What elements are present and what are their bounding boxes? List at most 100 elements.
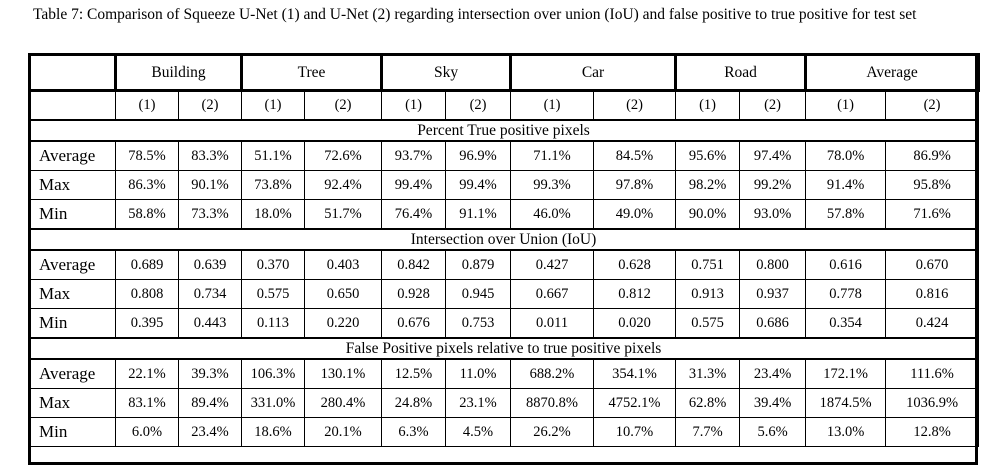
- table-row: Max 86.3% 90.1% 73.8% 92.4% 99.4% 99.4% 99.3% 97…: [28, 170, 980, 200]
- table-cell: 96.9%: [445, 140, 512, 171]
- table-cell: 7.7%: [675, 417, 741, 447]
- table-cell: 0.689: [115, 249, 179, 280]
- model-header: (2): [445, 90, 512, 121]
- table-cell: 99.2%: [739, 170, 807, 200]
- section-header-row: False Positive pixels relative to true p…: [27, 337, 980, 360]
- table-cell: 0.628: [593, 249, 677, 280]
- table-cell: 57.8%: [805, 199, 887, 230]
- table-cell: 91.4%: [805, 170, 887, 200]
- table-cell: 0.395: [115, 308, 179, 339]
- table-cell: 331.0%: [241, 388, 306, 418]
- table-cell: 688.2%: [510, 358, 595, 389]
- table-cell: 91.1%: [445, 199, 512, 230]
- table-cell: 95.8%: [885, 170, 980, 200]
- table-row: Max 0.808 0.734 0.575 0.650 0.928 0.945 0.667 0.…: [28, 279, 980, 309]
- table-cell: 51.1%: [241, 140, 306, 171]
- model-header: (1): [675, 90, 741, 121]
- corner-cell: [28, 90, 116, 121]
- table-cell: 6.0%: [115, 417, 179, 447]
- model-header: (1): [510, 90, 595, 121]
- table-cell: 0.424: [885, 308, 980, 339]
- table-cell: 12.5%: [381, 358, 447, 389]
- table-cell: 280.4%: [304, 388, 383, 418]
- model-header: (2): [739, 90, 807, 121]
- table-cell: 0.913: [675, 279, 741, 309]
- model-header: (1): [115, 90, 179, 121]
- table-cell: 99.3%: [510, 170, 595, 200]
- row-label: Min: [28, 199, 116, 230]
- row-label: Max: [28, 388, 116, 418]
- table-cell: 23.1%: [445, 388, 512, 418]
- table-cell: 73.8%: [241, 170, 306, 200]
- table-row: Average 0.689 0.639 0.370 0.403 0.842 0.879 0.4…: [28, 249, 980, 280]
- table-cell: 0.751: [675, 249, 741, 280]
- table-cell: 62.8%: [675, 388, 741, 418]
- group-header: Tree: [240, 53, 384, 92]
- section-header-row: Percent True positive pixels: [27, 119, 980, 142]
- table-cell: 58.8%: [115, 199, 179, 230]
- table-cell: 51.7%: [304, 199, 383, 230]
- table-cell: 0.354: [805, 308, 887, 339]
- group-header-row: Building Tree Sky Car Road Average: [28, 53, 981, 92]
- table-row: Max 83.1% 89.4% 331.0% 280.4% 24.8% 23.1% 8870.…: [28, 388, 980, 418]
- table-cell: 1874.5%: [805, 388, 887, 418]
- table-cell: 0.778: [805, 279, 887, 309]
- row-label: Max: [28, 279, 116, 309]
- table-cell: 26.2%: [510, 417, 595, 447]
- table-cell: 95.6%: [675, 140, 741, 171]
- model-header: (2): [304, 90, 383, 121]
- table-cell: 0.427: [510, 249, 595, 280]
- table-cell: 0.676: [381, 308, 447, 339]
- table-cell: 0.842: [381, 249, 447, 280]
- row-label: Max: [28, 170, 116, 200]
- table-cell: 24.8%: [381, 388, 447, 418]
- table-cell: 97.8%: [593, 170, 677, 200]
- table-cell: 73.3%: [177, 199, 243, 230]
- row-label: Average: [28, 358, 116, 389]
- table-cell: 4.5%: [445, 417, 512, 447]
- table-cell: 49.0%: [593, 199, 677, 230]
- table-cell: 172.1%: [805, 358, 887, 389]
- table-cell: 0.403: [304, 249, 383, 280]
- table-cell: 0.879: [445, 249, 512, 280]
- table-row: Average 78.5% 83.3% 51.1% 72.6% 93.7% 96.9% 71.…: [28, 140, 980, 171]
- table-cell: 0.808: [115, 279, 179, 309]
- row-label: Min: [28, 417, 116, 447]
- table-cell: 98.2%: [675, 170, 741, 200]
- table-cell: 23.4%: [177, 417, 243, 447]
- table-cell: 89.4%: [177, 388, 243, 418]
- table-cell: 18.0%: [241, 199, 306, 230]
- table-cell: 0.220: [304, 308, 383, 339]
- table-cell: 0.800: [739, 249, 807, 280]
- table-cell: 84.5%: [593, 140, 677, 171]
- table-cell: 0.945: [445, 279, 512, 309]
- table-cell: 13.0%: [805, 417, 887, 447]
- group-header: Sky: [380, 53, 513, 92]
- table-cell: 78.5%: [115, 140, 179, 171]
- table-cell: 0.575: [241, 279, 306, 309]
- table-cell: 71.6%: [885, 199, 980, 230]
- model-header-row: (1) (2) (1) (2) (1) (2) (1) (2) (1) (2) (1) (2): [28, 90, 980, 121]
- table-cell: 90.0%: [675, 199, 741, 230]
- table-row: Average 22.1% 39.3% 106.3% 130.1% 12.5% 11.0% 6…: [28, 358, 980, 389]
- table-cell: 0.020: [593, 308, 677, 339]
- table-cell: 1036.9%: [885, 388, 980, 418]
- table-cell: 99.4%: [445, 170, 512, 200]
- table-cell: 76.4%: [381, 199, 447, 230]
- table-cell: 97.4%: [739, 140, 807, 171]
- model-header: (2): [885, 90, 980, 121]
- table-cell: 86.9%: [885, 140, 980, 171]
- model-header: (1): [805, 90, 887, 121]
- table-cell: 12.8%: [885, 417, 980, 447]
- table-cell: 130.1%: [304, 358, 383, 389]
- section-title: False Positive pixels relative to true p…: [27, 337, 980, 360]
- table-row: Min 0.395 0.443 0.113 0.220 0.676 0.753 0.011 0.…: [28, 308, 980, 339]
- corner-cell: [28, 53, 116, 92]
- table-cell: 0.734: [177, 279, 243, 309]
- table-cell: 354.1%: [593, 358, 677, 389]
- comparison-table: Building Tree Sky Car Road Average (1) (2) (1) (2…: [27, 53, 981, 447]
- table-cell: 0.639: [177, 249, 243, 280]
- table-cell: 10.7%: [593, 417, 677, 447]
- table-cell: 4752.1%: [593, 388, 677, 418]
- table-cell: 92.4%: [304, 170, 383, 200]
